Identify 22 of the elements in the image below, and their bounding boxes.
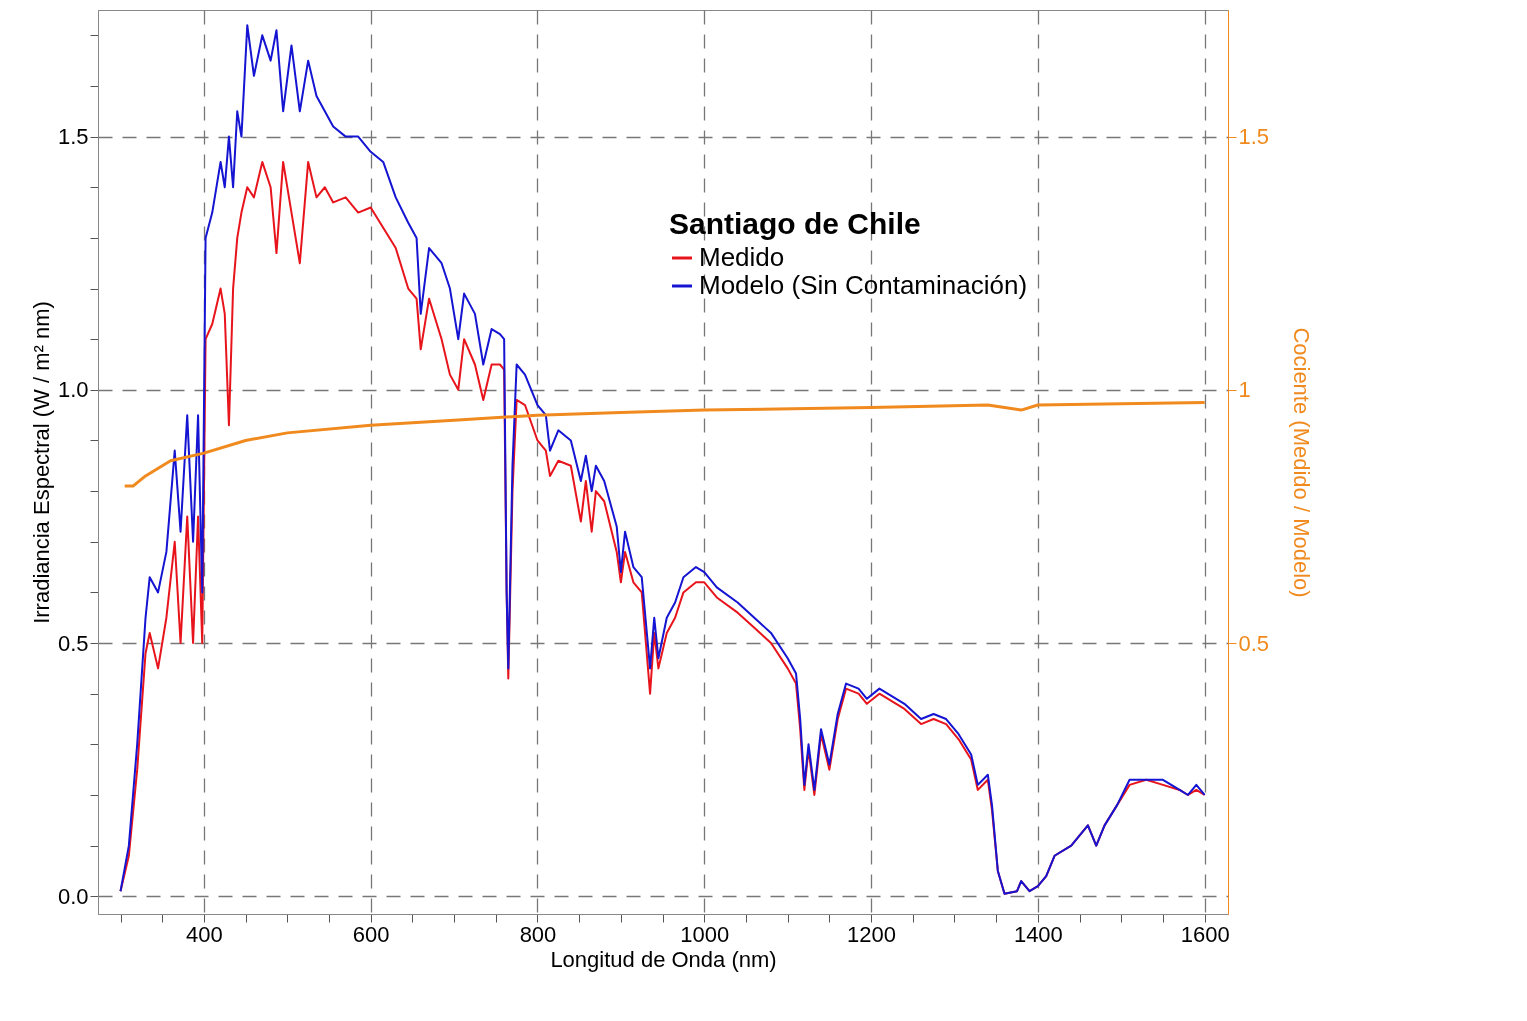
x-tick-label: 800 [519,921,557,947]
y2-tick-label: 1 [1238,377,1251,403]
line-series [123,400,1207,488]
y2-tick-label: 1.5 [1238,124,1270,150]
x-tick-label: 1000 [680,921,730,947]
line-series [119,24,1206,895]
x-tick-label: 1200 [847,921,897,947]
x-tick-label: 600 [352,921,390,947]
legend-label: Medido [699,242,785,272]
y-tick-label: 0.0 [57,883,89,909]
x-tick-label: 1400 [1013,921,1063,947]
legend-label: Modelo (Sin Contaminación) [699,270,1028,300]
y2-tick-label: 0.5 [1238,630,1270,656]
x-axis-title: Longitud de Onda (nm) [550,946,777,972]
y-tick-label: 1.5 [57,124,89,150]
y2-axis-title: Cociente (Medido / Modelo) [1289,327,1315,598]
y-tick-label: 0.5 [57,630,89,656]
legend-title: Santiago de Chile [669,207,921,240]
x-tick-label: 1600 [1180,921,1230,947]
x-tick-label: 400 [186,921,223,947]
y-axis-title: Irradiancia Espectral (W / m² nm) [28,301,54,624]
y-tick-label: 1.0 [57,377,89,403]
